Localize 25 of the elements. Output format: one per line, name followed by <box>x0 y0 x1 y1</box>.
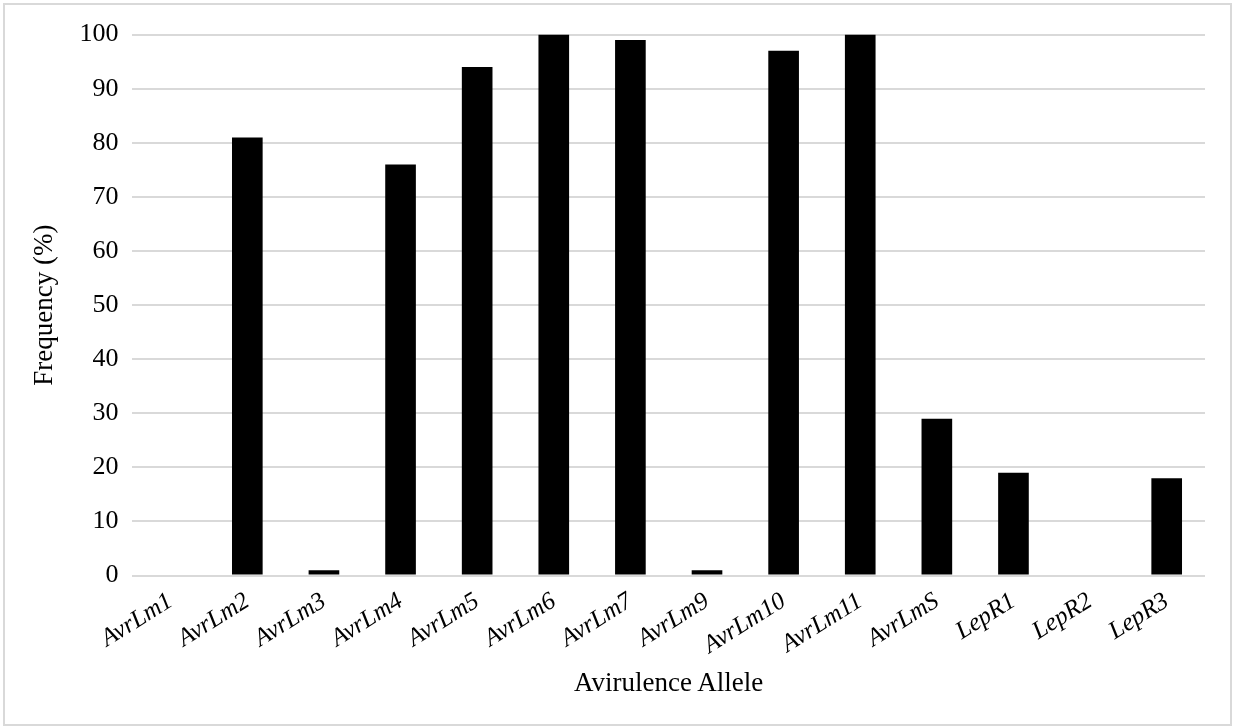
bar <box>461 67 493 575</box>
x-axis-title: Avirulence Allele <box>574 666 764 697</box>
y-tick-label: 60 <box>92 234 119 264</box>
y-tick-label: 20 <box>92 451 119 481</box>
y-tick-label: 50 <box>92 288 119 318</box>
y-tick-label: 90 <box>92 72 119 102</box>
y-tick-label: 30 <box>92 397 119 427</box>
bar <box>1151 478 1183 575</box>
bar <box>615 40 646 575</box>
y-tick-label: 70 <box>92 180 119 210</box>
bar <box>691 570 723 575</box>
bar <box>921 418 953 575</box>
y-tick-label: 0 <box>105 559 119 589</box>
y-tick-label: 10 <box>92 505 119 535</box>
y-tick-label: 80 <box>92 126 119 156</box>
y-axis-title: Frequency (%) <box>28 224 59 386</box>
bar <box>308 570 340 575</box>
bar <box>385 164 416 575</box>
bar <box>998 472 1029 575</box>
bar <box>844 34 876 575</box>
bar <box>768 50 799 575</box>
y-tick-label: 100 <box>79 18 119 48</box>
bar <box>232 137 263 575</box>
y-tick-label: 40 <box>92 343 119 373</box>
bar <box>538 34 570 575</box>
